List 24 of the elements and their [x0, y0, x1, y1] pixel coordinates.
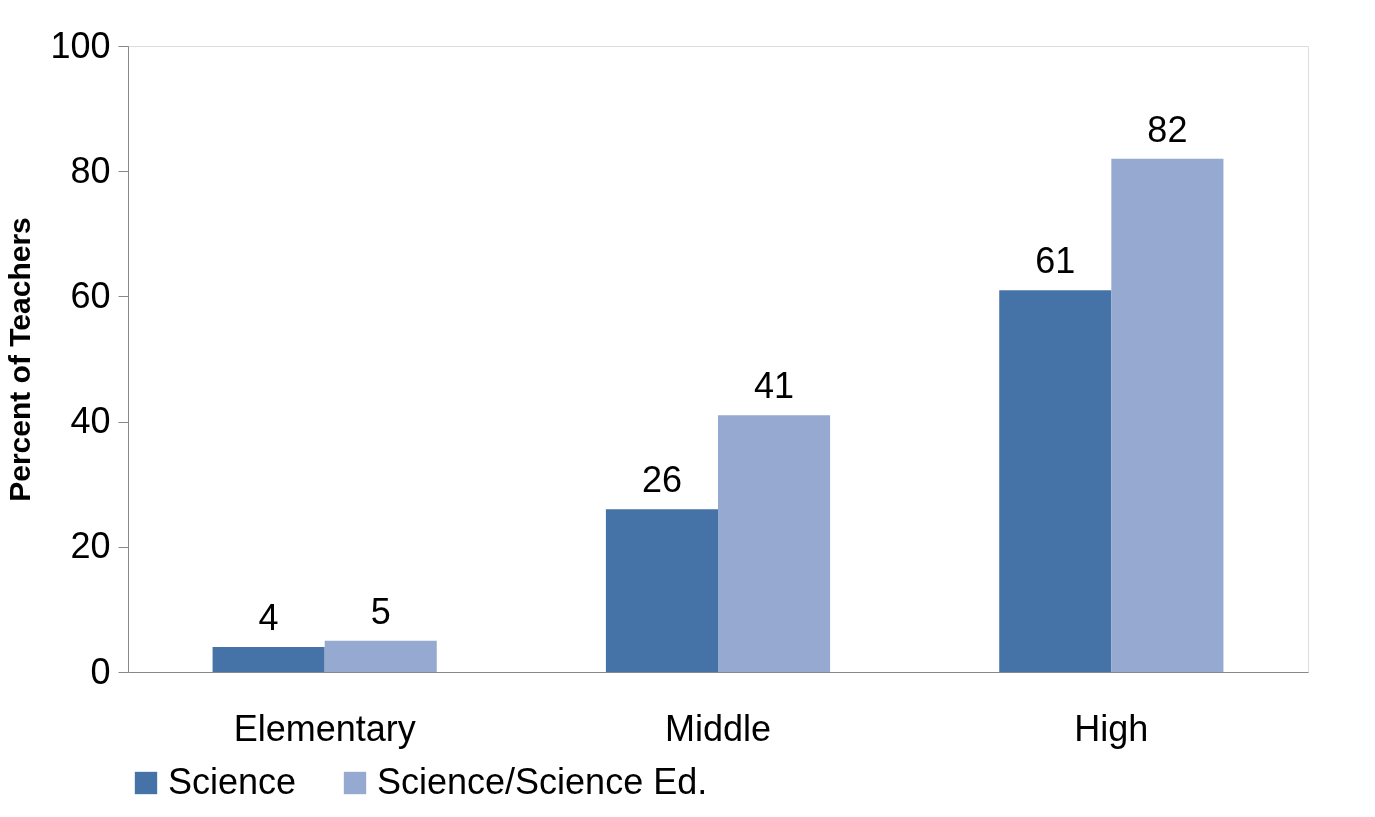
y-tick-label: 60 [70, 274, 111, 316]
x-tick-label: Middle [664, 707, 772, 749]
data-label: 61 [1035, 240, 1076, 282]
data-label: 4 [258, 596, 279, 638]
y-tick-label: 0 [90, 650, 111, 692]
y-axis-title: Percent of Teachers [3, 217, 37, 502]
legend-label: Science/Science Ed. [377, 761, 708, 802]
bar [999, 290, 1112, 672]
x-tick-label: High [1074, 707, 1149, 749]
y-tick-label: 20 [70, 525, 111, 567]
x-tick-label: Elementary [233, 707, 416, 749]
y-tick-label: 80 [70, 149, 111, 191]
data-label: 26 [641, 459, 682, 501]
data-label: 82 [1147, 108, 1188, 150]
y-tick-label: 40 [70, 400, 111, 442]
legend-label: Science [168, 761, 297, 802]
bar [324, 640, 437, 672]
bar [1111, 158, 1224, 672]
data-label: 5 [370, 590, 391, 632]
bar [718, 415, 831, 672]
bar [605, 509, 718, 672]
y-tick-label: 100 [50, 24, 111, 66]
bar [212, 646, 325, 672]
data-label: 41 [754, 365, 795, 407]
